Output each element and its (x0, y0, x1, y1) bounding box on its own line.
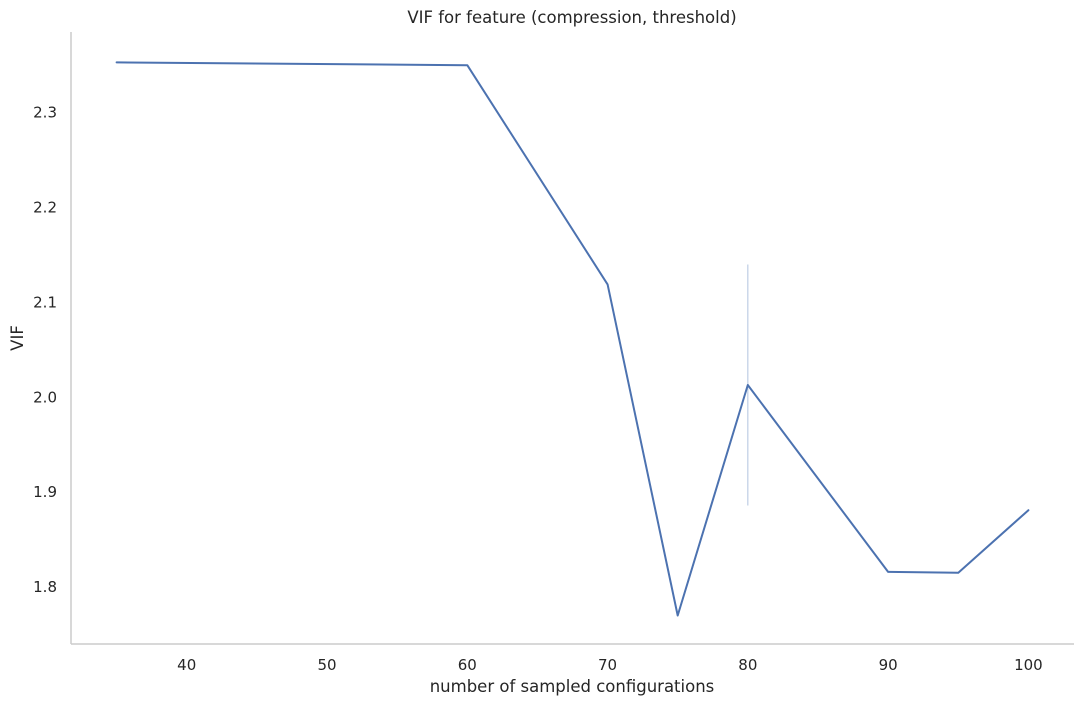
y-tick-label: 1.8 (33, 578, 57, 596)
axis-spines (70, 32, 1074, 645)
y-axis-ticks: 1.8 1.9 2.0 2.1 2.2 2.3 (33, 104, 57, 596)
x-axis-label: number of sampled configurations (430, 677, 715, 696)
y-tick-label: 2.0 (33, 388, 57, 406)
y-tick-label: 2.1 (33, 293, 57, 311)
x-tick-label: 60 (458, 656, 477, 674)
x-tick-label: 50 (317, 656, 336, 674)
y-axis-label: VIF (8, 325, 27, 351)
chart-title: VIF for feature (compression, threshold) (407, 8, 736, 27)
y-tick-label: 2.2 (33, 199, 57, 217)
x-tick-label: 70 (598, 656, 617, 674)
series-layer (115, 61, 1030, 617)
x-tick-label: 80 (738, 656, 757, 674)
series-line (115, 61, 1030, 617)
x-axis-ticks: 40 50 60 70 80 90 100 (177, 656, 1043, 674)
x-tick-label: 100 (1014, 656, 1043, 674)
x-tick-label: 90 (879, 656, 898, 674)
x-tick-label: 40 (177, 656, 196, 674)
y-tick-label: 2.3 (33, 104, 57, 122)
y-tick-label: 1.9 (33, 483, 57, 501)
